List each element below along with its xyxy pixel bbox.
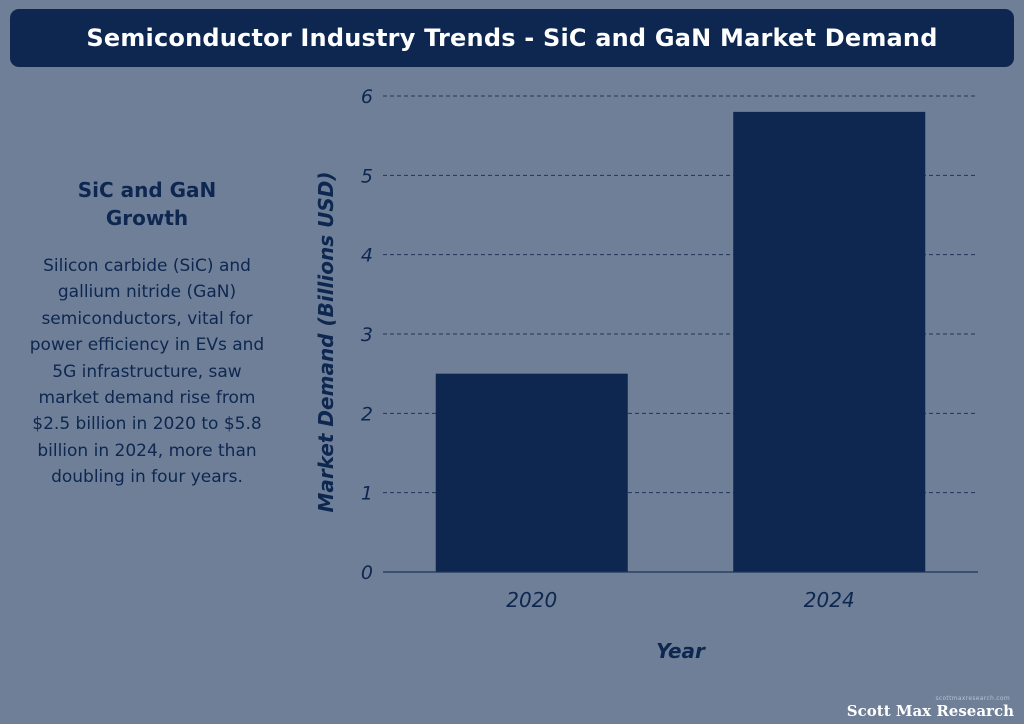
title-bar: Semiconductor Industry Trends - SiC and …	[10, 9, 1014, 67]
y-tick-label: 5	[361, 165, 373, 187]
footer-url: scottmaxresearch.com	[935, 695, 1010, 702]
x-tick-label: 2024	[804, 588, 855, 612]
y-tick-label: 4	[361, 245, 373, 267]
bar	[733, 111, 926, 572]
y-axis-label: Market Demand (Billions USD)	[314, 172, 338, 513]
side-panel: SiC and GaN Growth Silicon carbide (SiC)…	[22, 176, 272, 491]
y-tick-label: 6	[361, 86, 373, 108]
footer-logo: Scott Max Research	[846, 702, 1014, 720]
y-tick-label: 0	[361, 562, 373, 584]
side-heading: SiC and GaN Growth	[77, 178, 217, 230]
bar	[435, 373, 628, 572]
side-body-text: Silicon carbide (SiC) and gallium nitrid…	[29, 256, 265, 488]
page-title: Semiconductor Industry Trends - SiC and …	[86, 24, 938, 52]
x-tick-label: 2020	[506, 588, 557, 612]
y-tick-label: 1	[361, 483, 373, 505]
y-tick-label: 2	[361, 403, 373, 425]
y-tick-label: 3	[361, 324, 373, 346]
x-axis-label: Year	[656, 639, 706, 663]
